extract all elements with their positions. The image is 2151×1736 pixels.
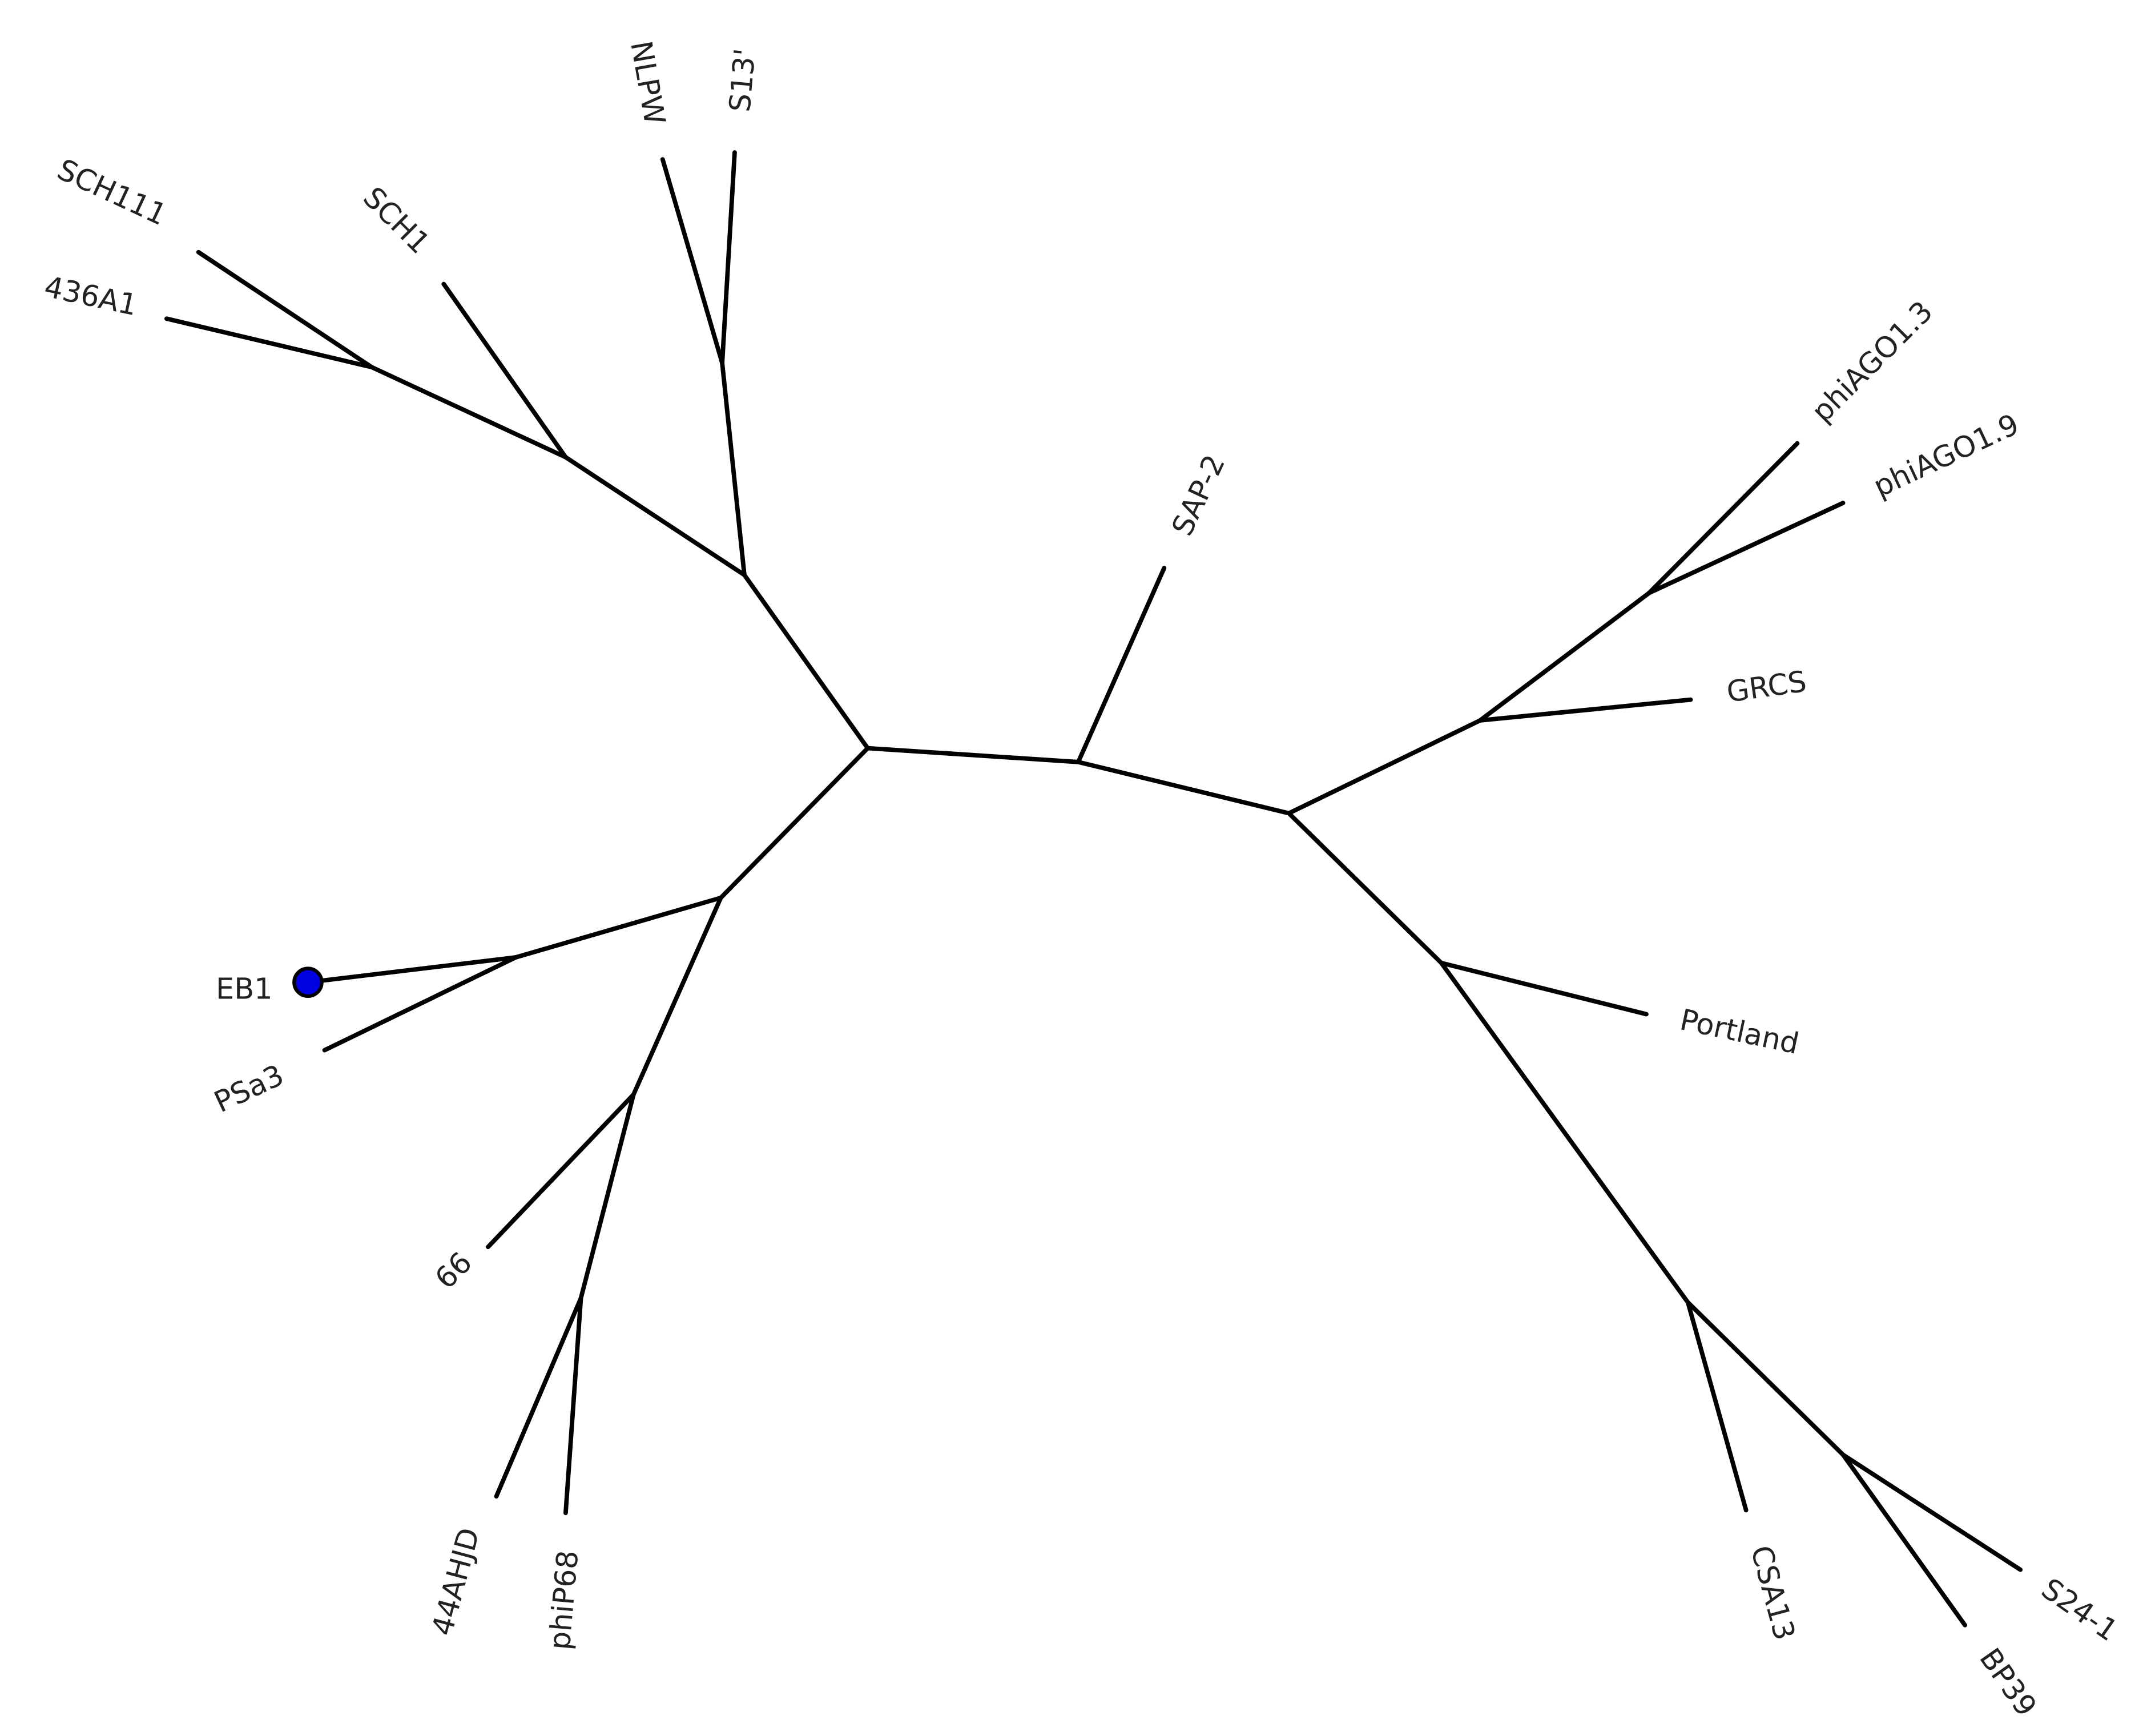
leaf-label: CSA13 [1743, 1542, 1801, 1644]
leaf-label: EB1 [216, 972, 273, 1006]
leaf-label: phiAGO1.3 [1806, 295, 1940, 429]
branch [563, 455, 747, 578]
branch [1076, 566, 1167, 764]
leaf-label: 436A1 [41, 270, 140, 323]
labels: SCH111 436A1 SCH1 NLPW S13' SAP-2 phiAGO… [41, 38, 2124, 1722]
branch [631, 895, 723, 1097]
branches [164, 150, 2023, 1628]
branch [1840, 1452, 2023, 1572]
branch [1477, 590, 1651, 723]
branch [742, 573, 1291, 816]
leaf-label: phiAGO1.9 [1868, 408, 2024, 504]
branch [486, 1092, 636, 1250]
branch [1840, 1452, 1968, 1628]
leaf-label: PSa3 [210, 1058, 289, 1119]
leaf-label: S24-1 [2035, 1572, 2124, 1648]
branch [1439, 960, 1690, 1305]
branch [1646, 441, 1800, 595]
branch [718, 746, 870, 900]
branch [441, 281, 568, 460]
branch [578, 1092, 636, 1300]
branch [563, 1296, 583, 1516]
branch [1286, 811, 1444, 965]
branch [494, 1296, 583, 1499]
branch [1646, 501, 1846, 595]
branch [660, 157, 725, 365]
branch [513, 895, 723, 960]
branch [305, 955, 518, 985]
leaf-label: SCH111 [52, 153, 171, 232]
branch [164, 316, 374, 370]
leaf-label: SAP-2 [1166, 450, 1232, 541]
leaf-label: SCH1 [356, 181, 436, 261]
leaf-label: 66 [429, 1246, 479, 1296]
leaf-label: BP39 [1972, 1642, 2043, 1723]
leaf-label: NLPW [623, 38, 671, 127]
branch [720, 360, 747, 578]
branch [1439, 960, 1649, 1017]
selected-node[interactable] [292, 966, 324, 998]
leaf-label: S13' [723, 47, 762, 114]
leaf-label: GRCS [1725, 665, 1808, 710]
branch [1286, 718, 1483, 816]
branch [369, 365, 568, 460]
leaf-label: 44AHJD [426, 1524, 487, 1639]
branch [322, 955, 518, 1053]
leaf-label: phiP68 [543, 1549, 585, 1652]
leaf-label: Portland [1677, 1003, 1802, 1061]
branch [1477, 697, 1693, 723]
branch [720, 150, 737, 365]
branch [1685, 1300, 1749, 1513]
branch [196, 249, 374, 370]
branch [1685, 1300, 1846, 1457]
